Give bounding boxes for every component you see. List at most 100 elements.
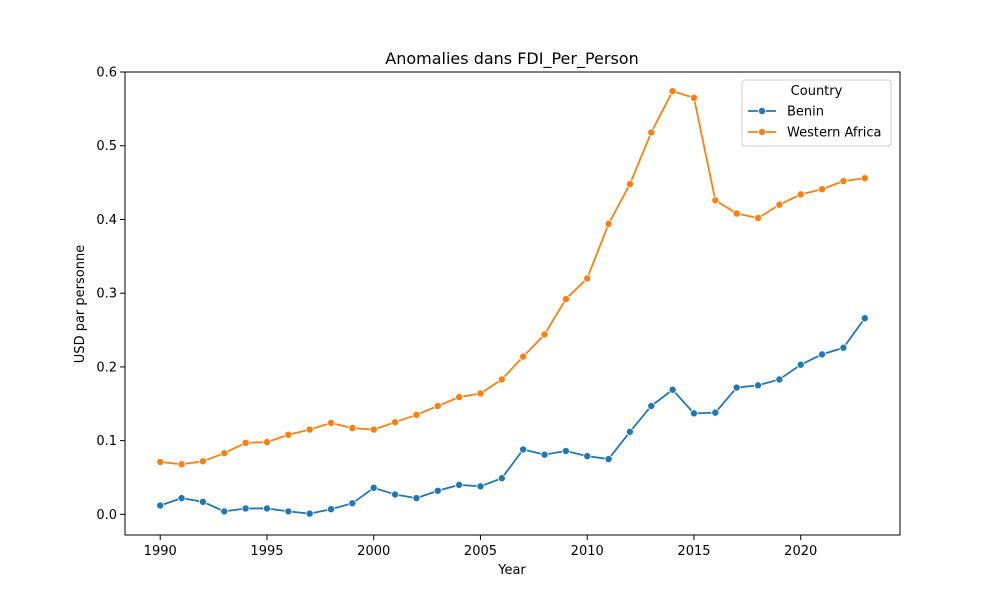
data-point [284,507,293,516]
x-tick-label: 2015 [677,544,710,559]
data-point [732,383,741,392]
x-axis: 1990 1995 2000 2005 2010 2015 2020 [144,535,817,559]
data-point [455,480,464,489]
data-point [348,499,357,508]
series-benin [156,314,869,518]
series-western-africa [156,87,869,469]
data-point [220,449,229,458]
data-point [796,360,805,369]
data-point [818,185,827,194]
data-point [327,505,336,514]
data-point [711,408,720,417]
data-point [860,174,869,183]
y-tick-label: 0.4 [96,213,117,228]
data-point [796,190,805,199]
data-point [476,389,485,398]
x-tick-label: 1995 [250,544,283,559]
x-tick-label: 2010 [571,544,604,559]
x-tick-label: 2000 [357,544,390,559]
y-tick-label: 0.2 [96,360,117,375]
legend-marker [758,127,767,136]
data-point [818,350,827,359]
data-point [583,452,592,461]
data-point [433,486,442,495]
data-point [412,410,421,419]
series-line [159,317,866,515]
data-point [689,409,698,418]
data-point [241,438,250,447]
x-tick-label: 1990 [144,544,177,559]
data-point [561,295,570,304]
data-point [455,393,464,402]
data-point [284,430,293,439]
data-point [625,180,634,189]
data-point [604,455,613,464]
y-tick-label: 0.1 [96,434,117,449]
data-point [839,177,848,186]
data-point [754,381,763,390]
data-point [262,438,271,447]
chart-title: Anomalies dans FDI_Per_Person [385,49,638,69]
data-point [156,458,165,467]
data-point [647,128,656,137]
legend: Country Benin Western Africa [741,79,892,147]
data-point [775,200,784,209]
data-point [754,213,763,222]
legend-label: Benin [787,105,824,120]
data-point [839,343,848,352]
plot-area [156,87,869,518]
data-point [540,450,549,459]
data-point [711,196,720,205]
data-point [583,274,592,283]
data-point [433,401,442,410]
data-point [625,427,634,436]
data-point [348,424,357,433]
data-point [476,482,485,491]
legend-title: Country [791,84,843,99]
data-point [391,418,400,427]
y-axis-label: USD par personne [73,245,88,363]
legend-marker [758,107,767,116]
x-axis-label: Year [497,563,526,578]
data-point [561,446,570,455]
data-point [412,494,421,503]
data-point [305,425,314,434]
data-point [519,352,528,361]
data-point [369,483,378,492]
data-point [668,385,677,394]
data-point [177,460,186,469]
data-point [647,401,656,410]
data-point [177,494,186,503]
data-point [241,504,250,513]
data-point [604,219,613,228]
y-axis: 0.0 0.1 0.2 0.3 0.4 0.5 0.6 [96,66,125,523]
data-point [369,425,378,434]
data-point [262,504,271,513]
data-point [305,509,314,518]
data-point [156,501,165,510]
plot-frame [124,71,901,536]
data-point [220,507,229,516]
data-point [668,87,677,96]
data-point [860,314,869,323]
y-tick-label: 0.6 [96,66,117,81]
data-point [198,497,207,506]
y-tick-label: 0.0 [96,508,117,523]
x-tick-label: 2020 [784,544,817,559]
data-point [732,209,741,218]
data-point [391,490,400,499]
data-point [198,457,207,466]
data-point [540,330,549,339]
data-point [775,375,784,384]
legend-label: Western Africa [787,126,882,141]
data-point [327,418,336,427]
legend-items: Benin Western Africa [748,105,882,141]
y-tick-label: 0.5 [96,139,117,154]
legend-box [741,79,892,147]
series-line [160,90,865,466]
data-point [497,375,506,384]
data-point [497,474,506,483]
x-tick-label: 2005 [464,544,497,559]
